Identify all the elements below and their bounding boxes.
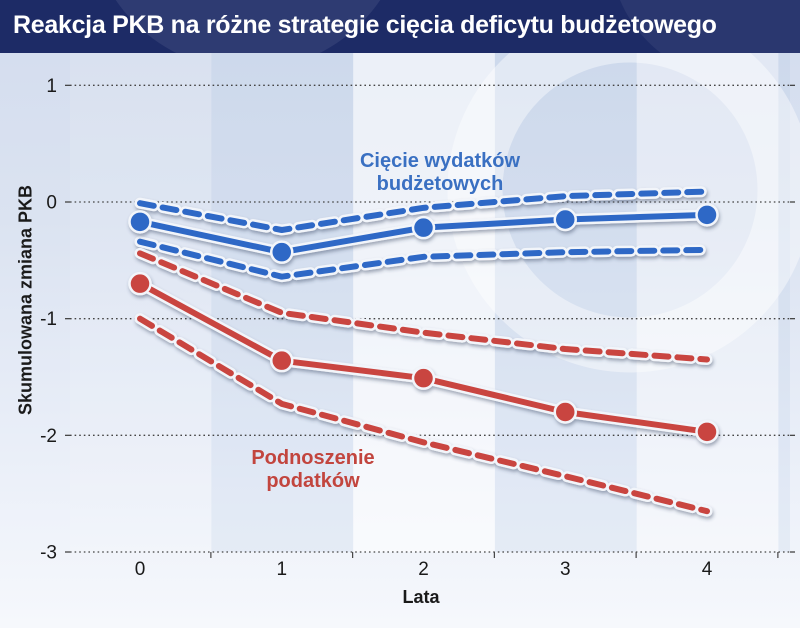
plot-area: 1 0 -1 -2 -3 0 1 2 3 4 Skumulowana zmiana PKB Lat… [0,53,800,628]
watermark-ring [447,53,800,373]
spending-cuts-mean-point [411,215,436,240]
spending-cuts-mean-point [270,240,294,264]
tax-increase-series-label: Podnoszenie podatków [251,447,375,492]
spending-cuts-upper-stroke [137,188,710,234]
background-band [70,53,212,553]
tax-increase-mean-point [695,420,719,444]
plot-canvas: 1 0 -1 -2 -3 0 1 2 3 4 [40,53,800,580]
tax-increase-mean-point [270,348,294,373]
spending-cuts-series-label: Cięcie wydatków budżetowych [359,150,521,195]
tax-increase-upper-line [134,247,713,366]
spending-cuts-lower-line [134,236,713,283]
tax-increase-lower-stroke [137,315,710,515]
x-axis-title: Lata [402,587,440,607]
x-tick-label: 4 [702,559,713,580]
y-tick-label: -3 [40,543,57,564]
title-bar: Reakcja PKB na różne strategie cięcia de… [0,0,800,53]
y-tick-label: -1 [40,309,57,330]
y-axis-title: Skumulowana zmiana PKB [15,184,36,416]
x-tick-label: 3 [560,559,571,580]
y-tick-label: 0 [46,193,57,214]
y-tick-label: -2 [40,426,57,447]
x-tick-label: 1 [276,559,287,580]
spending-cuts-lower-stroke [137,238,710,280]
chart-title: Reakcja PKB na różne strategie cięcia de… [13,11,717,39]
tax-increase-mean-point [553,400,577,424]
tax-increase-mean-point [128,271,152,296]
tax-increase-mean-line [128,271,719,444]
background-band [636,53,779,553]
spending-cuts-mean-line [128,203,719,264]
background-band [353,53,495,553]
background-band [211,53,354,553]
y-tick-label: 1 [46,76,57,97]
background-band [778,53,790,553]
spending-cuts-upper-line [134,185,713,236]
tax-increase-mean-point [411,366,436,390]
tax-increase-lower-line [134,313,713,517]
x-tick-label: 2 [418,559,429,580]
spending-cuts-mean-point [553,207,577,232]
spending-cuts-mean-point [128,210,152,234]
tax-increase-upper-stroke [137,250,710,363]
spending-cuts-mean-point [695,203,719,227]
x-tick-label: 0 [135,559,146,580]
